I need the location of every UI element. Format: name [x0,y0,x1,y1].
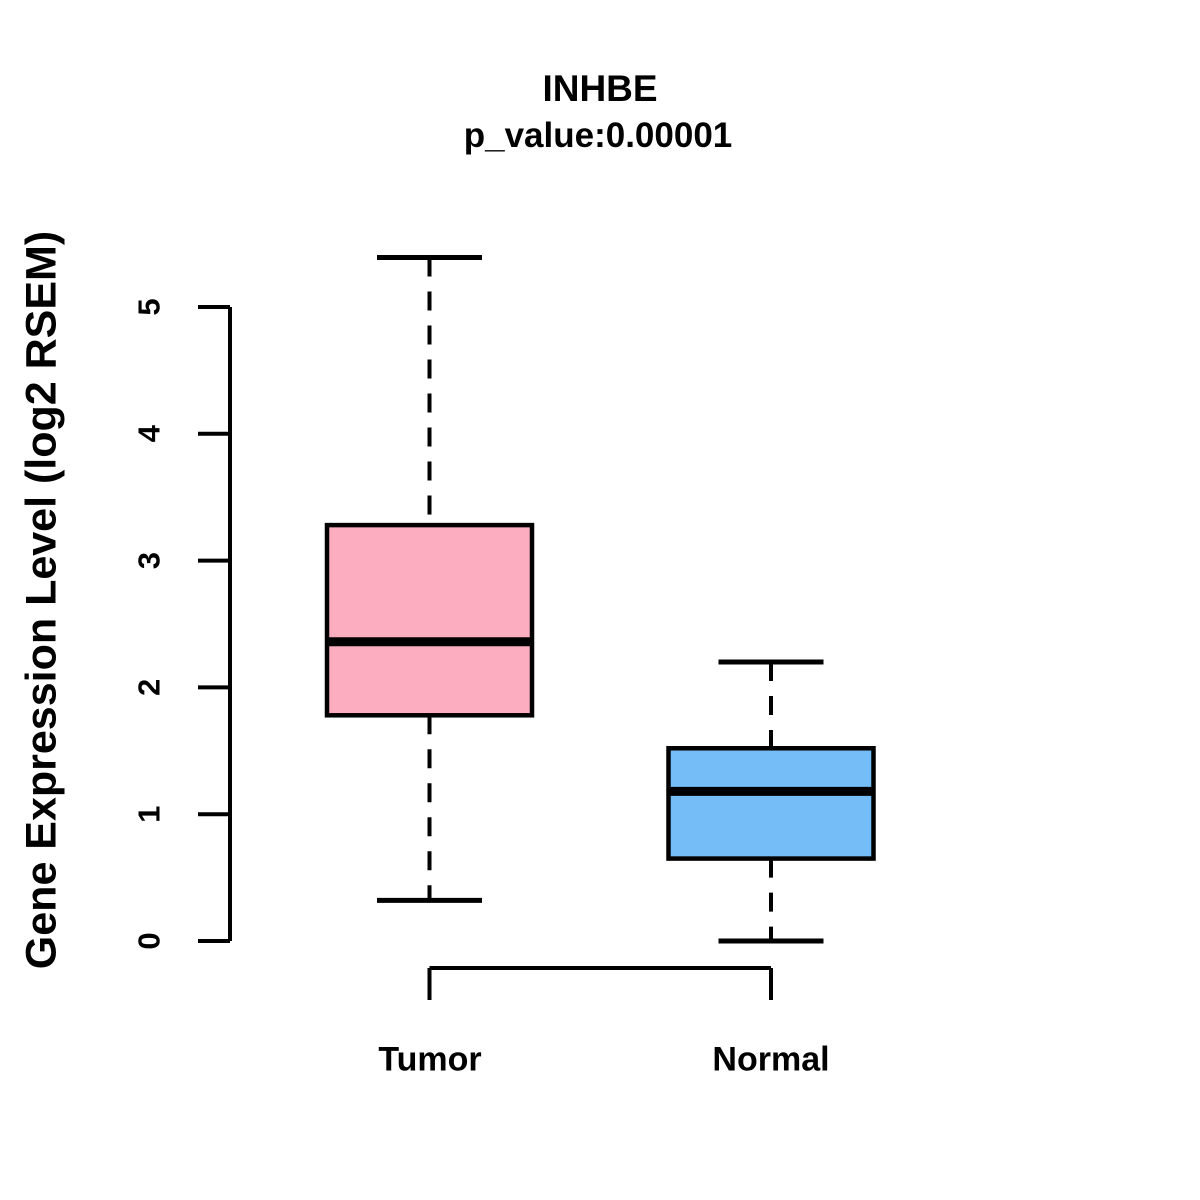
x-category-label-tumor: Tumor [378,1040,482,1079]
y-tick-label: 2 [132,679,167,696]
chart-title: INHBE [542,68,658,109]
x-category-label-normal: Normal [712,1040,830,1079]
y-tick-label: 4 [132,424,167,442]
y-tick-label: 1 [132,806,167,823]
y-tick-label: 3 [132,552,167,569]
box-tumor [324,522,535,718]
y-tick-label: 0 [132,932,167,949]
y-axis-label: Gene Expression Level (log2 RSEM) [17,230,66,970]
y-tick-label: 5 [132,298,167,315]
chart-subtitle: p_value:0.00001 [463,116,733,155]
box-normal [666,746,876,861]
